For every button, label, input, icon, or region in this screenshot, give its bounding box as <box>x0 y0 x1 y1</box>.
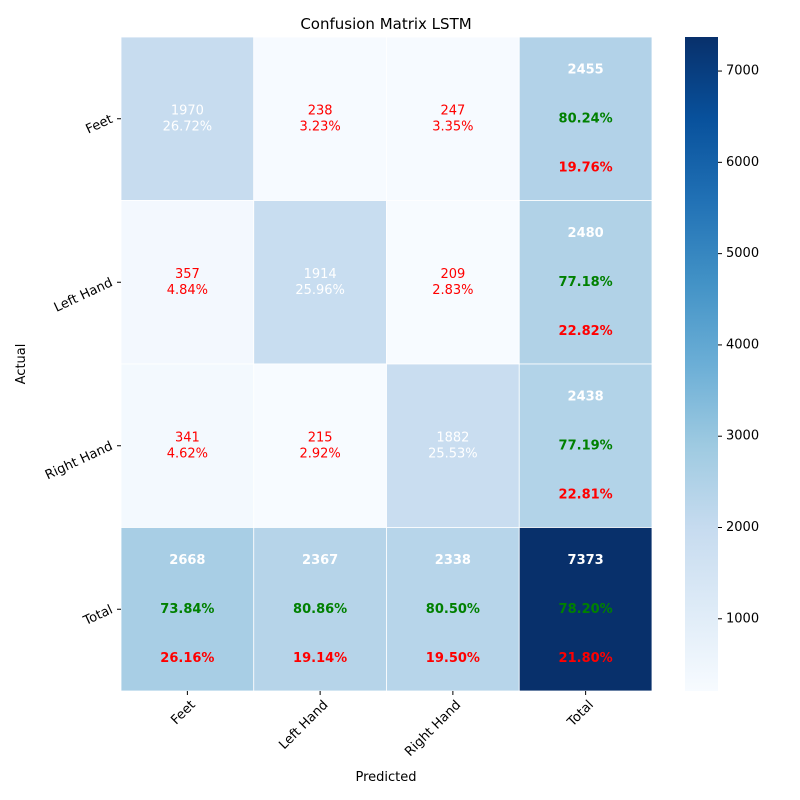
colorbar-tick-label: 4000 <box>726 337 759 352</box>
x-tick-label: Total <box>564 698 597 731</box>
cell-label: 22.82% <box>559 324 613 339</box>
cell-label: 80.24% <box>559 111 613 126</box>
cell-label: 26.72% <box>163 119 213 134</box>
colorbar-tick-label: 6000 <box>726 155 759 170</box>
cell-label: 4.62% <box>167 446 208 461</box>
colorbar-tick-label: 7000 <box>726 64 759 79</box>
heatmap-cells <box>120 36 653 692</box>
y-tick-label: Feet <box>84 112 116 137</box>
cell-label: 1970 <box>171 103 204 118</box>
cell-label: 1914 <box>304 267 337 282</box>
colorbar: 1000 2000 3000 4000 5000 6000 7000 <box>685 37 759 691</box>
cell-label: 77.19% <box>559 438 613 453</box>
heatmap-cell <box>120 527 255 692</box>
cell-label: 2455 <box>568 62 604 77</box>
cell-label: 21.80% <box>559 651 613 666</box>
cell-label: 19.76% <box>559 160 613 175</box>
heatmap-cell <box>120 200 255 365</box>
x-tick-label: Left Hand <box>276 698 331 753</box>
colorbar-tick-label: 2000 <box>726 520 759 535</box>
cell-label: 7373 <box>568 553 604 568</box>
cell-label: 357 <box>175 267 200 282</box>
heatmap-cell <box>518 363 653 528</box>
cell-label: 2480 <box>568 226 604 241</box>
x-tick-label: Feet <box>168 698 198 728</box>
colorbar-tick-label: 5000 <box>726 246 759 261</box>
colorbar-tick-label: 3000 <box>726 429 759 444</box>
heatmap-cell <box>386 200 520 365</box>
cell-label: 25.53% <box>428 446 478 461</box>
y-axis-label: Actual <box>14 344 29 385</box>
heatmap-cell <box>253 36 387 201</box>
cell-label: 247 <box>440 103 465 118</box>
cell-label: 2367 <box>302 553 338 568</box>
x-tick-label: Right Hand <box>402 698 464 760</box>
cell-label: 77.18% <box>559 275 613 290</box>
cell-label: 19.50% <box>426 651 480 666</box>
cell-label: 2.83% <box>432 283 473 298</box>
cell-label: 73.84% <box>160 602 214 617</box>
cell-label: 1882 <box>436 430 469 445</box>
heatmap-cell <box>518 200 653 365</box>
cell-label: 78.20% <box>559 602 613 617</box>
heatmap-cell <box>518 36 653 201</box>
cell-label: 3.35% <box>432 119 473 134</box>
heatmap-cell <box>253 527 387 692</box>
heatmap-cell <box>386 527 520 692</box>
heatmap-cell <box>518 527 653 692</box>
cell-label: 2.92% <box>299 446 340 461</box>
cell-label: 209 <box>440 267 465 282</box>
cell-label: 3.23% <box>299 119 340 134</box>
heatmap-cell <box>120 36 255 201</box>
y-tick-label: Left Hand <box>52 275 115 315</box>
y-tick-label: Right Hand <box>43 439 115 483</box>
cell-label: 22.81% <box>559 487 613 502</box>
chart-title: Confusion Matrix LSTM <box>300 15 471 33</box>
y-tick-label: Total <box>80 602 115 629</box>
cell-label: 26.16% <box>160 651 214 666</box>
cell-label: 215 <box>308 430 333 445</box>
heatmap-cell <box>253 363 387 528</box>
heatmap-cell <box>253 200 387 365</box>
cell-label: 80.50% <box>426 602 480 617</box>
colorbar-gradient <box>685 37 718 691</box>
cell-label: 238 <box>308 103 333 118</box>
heatmap-cell <box>386 36 520 201</box>
cell-label: 4.84% <box>167 283 208 298</box>
cell-label: 2668 <box>169 553 205 568</box>
x-axis-label: Predicted <box>355 770 416 785</box>
cell-label: 19.14% <box>293 651 347 666</box>
cell-label: 2338 <box>435 553 471 568</box>
cell-label: 80.86% <box>293 602 347 617</box>
cell-label: 25.96% <box>295 283 345 298</box>
cell-label: 341 <box>175 430 200 445</box>
colorbar-tick-label: 1000 <box>726 611 759 626</box>
cell-label: 2438 <box>568 389 604 404</box>
